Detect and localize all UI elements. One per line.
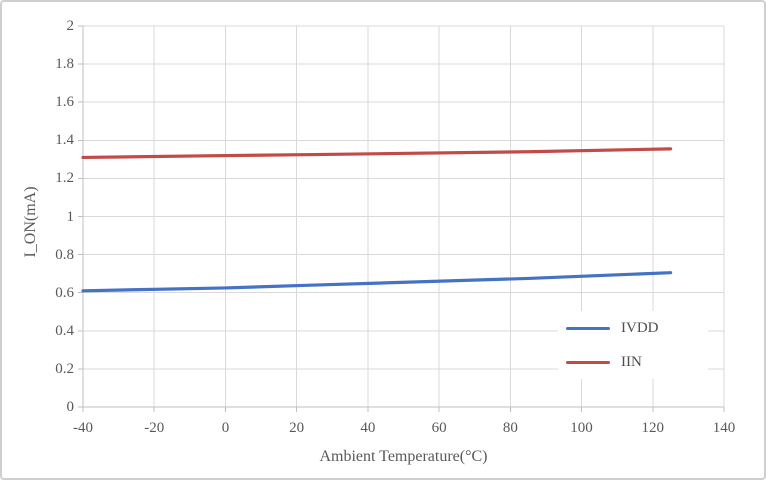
x-tick-label--40: -40 <box>73 420 93 436</box>
legend-item-iin: IIN <box>558 346 708 378</box>
y-tick-label-1.6: 1.6 <box>55 94 74 111</box>
legend-label-iin: IIN <box>621 353 642 370</box>
series-line-ivdd <box>81 271 673 293</box>
y-tick-label-0.8: 0.8 <box>55 246 74 263</box>
x-tick-label-120: 120 <box>641 420 665 436</box>
series-line-iin <box>81 147 673 160</box>
legend-line-ivdd <box>566 326 610 330</box>
y-tick-label-1: 1 <box>66 208 75 225</box>
legend-label-ivdd: IVDD <box>621 319 659 336</box>
y-axis-title: I_ON(mA) <box>22 186 39 258</box>
y-tick-label-1.4: 1.4 <box>55 132 74 149</box>
y-tick-label-1.8: 1.8 <box>55 56 74 73</box>
x-tick-label-100: 100 <box>570 420 593 436</box>
x-tick-label-60: 60 <box>431 420 447 436</box>
x-tick-label--20: -20 <box>144 420 165 436</box>
y-tick-label-0.4: 0.4 <box>55 322 74 339</box>
y-tick-label-0.2: 0.2 <box>55 360 74 377</box>
legend: IVDD IIN <box>558 311 708 379</box>
x-tick-label-140: 140 <box>712 420 736 436</box>
legend-line-iin <box>566 360 610 364</box>
y-tick-label-1.2: 1.2 <box>55 170 74 187</box>
x-tick-label-80: 80 <box>502 420 518 436</box>
legend-item-ivdd: IVDD <box>558 312 708 344</box>
y-tick-label-2: 2 <box>66 18 75 34</box>
y-tick-label-0: 0 <box>66 399 75 415</box>
y-tick-label-0.6: 0.6 <box>55 284 74 301</box>
x-tick-label-40: 40 <box>360 420 376 436</box>
x-tick-label-20: 20 <box>289 420 305 436</box>
x-tick-label-0: 0 <box>221 420 230 436</box>
x-axis-title: Ambient Temperature(°C) <box>319 448 488 465</box>
